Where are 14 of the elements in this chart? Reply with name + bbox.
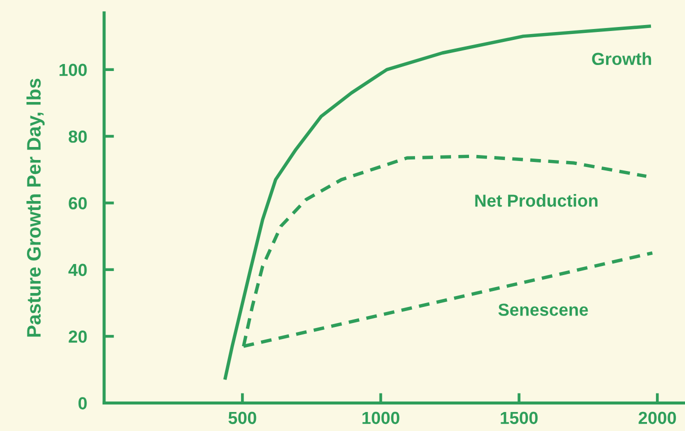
- y-tick-label: 60: [68, 197, 87, 210]
- y-tick-label: 40: [68, 264, 87, 276]
- series-label: Net Production: [475, 194, 598, 207]
- x-tick-label: 1000: [362, 412, 400, 424]
- x-tick-label: 2000: [638, 412, 676, 424]
- y-tick-label: 80: [68, 130, 87, 143]
- y-tick-label: 0: [78, 397, 87, 410]
- series-label: Growth: [592, 52, 652, 66]
- series-label: Senescene: [498, 304, 588, 316]
- y-tick-label: 100: [60, 64, 87, 76]
- x-tick-label: 1500: [500, 412, 538, 424]
- y-axis-title: Pasture Growth Per Day, lbs: [26, 78, 45, 337]
- x-tick-label: 500: [228, 412, 256, 424]
- y-tick-label: 20: [68, 330, 87, 343]
